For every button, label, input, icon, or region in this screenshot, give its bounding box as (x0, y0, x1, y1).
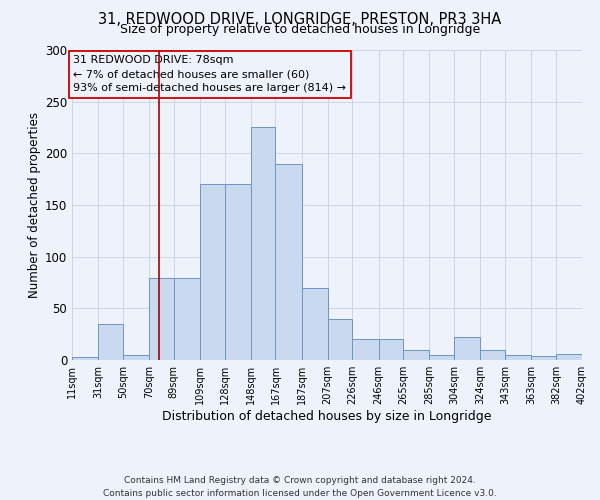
Bar (200, 184, 224, 360)
Bar (174, 278, 200, 360)
Bar (149, 278, 174, 360)
Text: 31 REDWOOD DRIVE: 78sqm
← 7% of detached houses are smaller (60)
93% of semi-det: 31 REDWOOD DRIVE: 78sqm ← 7% of detached… (73, 55, 346, 93)
Bar (505, 355, 531, 360)
Text: Contains HM Land Registry data © Crown copyright and database right 2024.
Contai: Contains HM Land Registry data © Crown c… (103, 476, 497, 498)
Bar (454, 338, 480, 360)
Bar (251, 128, 275, 360)
Text: Size of property relative to detached houses in Longridge: Size of property relative to detached ho… (120, 22, 480, 36)
Text: 31, REDWOOD DRIVE, LONGRIDGE, PRESTON, PR3 3HA: 31, REDWOOD DRIVE, LONGRIDGE, PRESTON, P… (98, 12, 502, 28)
Bar (556, 354, 582, 360)
Bar (98, 324, 123, 360)
Bar (328, 318, 352, 360)
Y-axis label: Number of detached properties: Number of detached properties (28, 112, 41, 298)
Bar (480, 350, 505, 360)
Bar (352, 340, 379, 360)
Bar (379, 340, 403, 360)
Bar (72, 357, 98, 360)
Bar (302, 288, 328, 360)
Bar (123, 355, 149, 360)
Bar (403, 350, 430, 360)
Bar (275, 164, 302, 360)
Bar (224, 184, 251, 360)
Bar (430, 355, 454, 360)
X-axis label: Distribution of detached houses by size in Longridge: Distribution of detached houses by size … (162, 410, 492, 423)
Bar (531, 356, 556, 360)
